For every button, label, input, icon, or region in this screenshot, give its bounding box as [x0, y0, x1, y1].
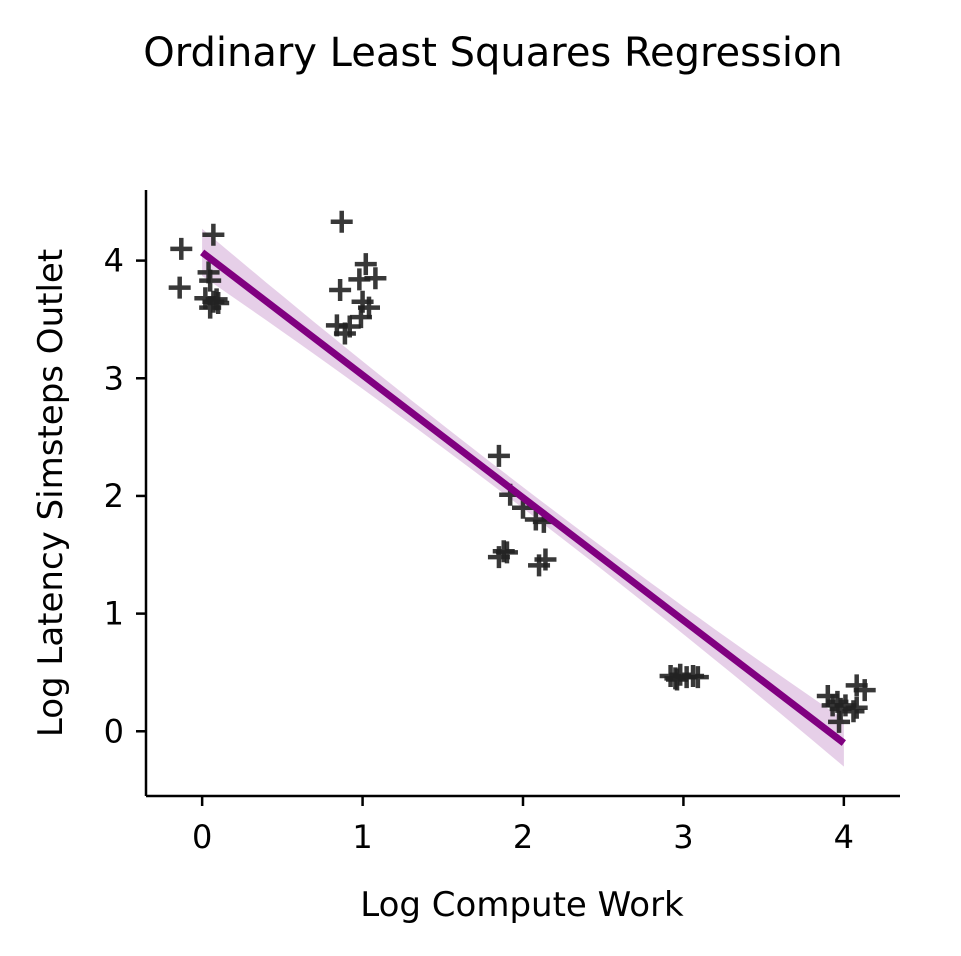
y-tick-label: 1	[104, 595, 124, 633]
data-point	[828, 710, 851, 733]
x-tick-label: 0	[192, 818, 212, 856]
x-tick-label: 4	[834, 818, 854, 856]
data-point	[534, 548, 557, 571]
y-tick-label: 0	[104, 712, 124, 750]
data-point	[202, 223, 225, 246]
data-point	[338, 315, 361, 338]
data-point	[487, 444, 510, 467]
plot-area	[168, 210, 876, 767]
x-axis-ticks: 0 1 2 3 4	[192, 796, 854, 856]
y-axis-label: Log Latency Simsteps Outlet	[31, 249, 71, 737]
data-point	[168, 276, 191, 299]
data-point	[207, 291, 230, 314]
data-point	[354, 253, 377, 276]
data-point	[329, 279, 352, 302]
x-tick-label: 2	[513, 818, 533, 856]
data-point	[853, 679, 876, 702]
data-point	[686, 666, 709, 689]
data-point	[842, 700, 865, 723]
regression-line	[200, 249, 846, 746]
data-point	[170, 237, 193, 260]
y-tick-label: 4	[104, 242, 124, 280]
data-point	[330, 210, 353, 233]
y-axis-ticks: 0 1 2 3 4	[104, 242, 146, 750]
data-point	[349, 306, 372, 329]
y-tick-label: 3	[104, 359, 124, 397]
data-point	[845, 696, 868, 719]
x-axis-label: Log Compute Work	[360, 885, 684, 925]
x-tick-label: 3	[673, 818, 693, 856]
x-tick-label: 1	[352, 818, 372, 856]
data-points	[168, 210, 876, 733]
data-point	[666, 668, 689, 691]
data-point	[495, 541, 518, 564]
data-point	[199, 269, 222, 292]
data-point	[364, 267, 387, 290]
y-tick-label: 2	[104, 477, 124, 515]
chart-title: Ordinary Least Squares Regression	[143, 30, 843, 76]
